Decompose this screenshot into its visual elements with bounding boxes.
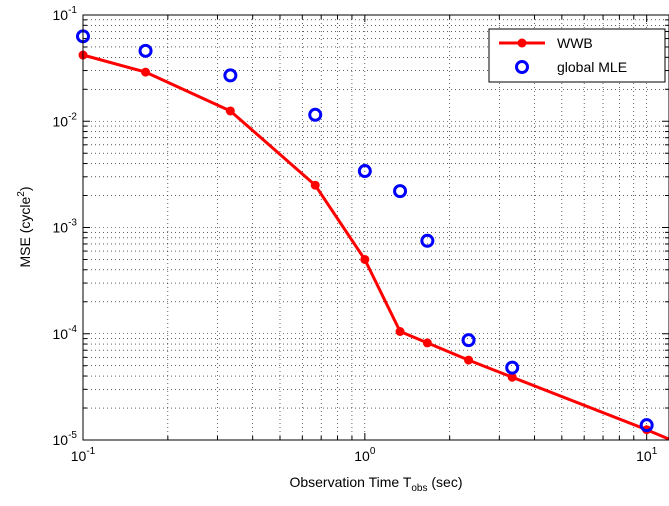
mle-data-point — [639, 418, 654, 433]
legend-mle-marker — [515, 60, 529, 74]
x-axis-label: Observation Time Tobs (sec) — [289, 474, 462, 494]
wwb-data-point — [464, 355, 474, 365]
y-tick-label: 10-3 — [53, 218, 78, 236]
mle-data-point — [420, 233, 435, 248]
x-tick-label: 10-1 — [71, 446, 96, 464]
y-tick-label: 10-5 — [53, 430, 78, 448]
x-tick-label: 101 — [636, 446, 658, 464]
wwb-data-point — [310, 180, 320, 190]
y-tick-label: 10-2 — [53, 111, 78, 129]
wwb-data-point — [225, 106, 235, 116]
tick-labels: 10-1 100 101 10-5 10-4 10-3 10-2 10-1 — [53, 5, 658, 464]
mle-data-point — [223, 68, 238, 83]
x-tick-label: 100 — [354, 446, 376, 464]
wwb-data-point — [422, 338, 432, 348]
grid — [83, 15, 669, 440]
mle-data-point — [505, 360, 520, 375]
y-tick-label: 10-4 — [53, 324, 78, 342]
legend-box — [488, 28, 666, 83]
wwb-data-point — [395, 326, 405, 336]
mle-data-point — [393, 184, 408, 199]
mle-data-point — [308, 107, 323, 122]
mle-data-point — [138, 43, 153, 58]
legend: WWB global MLE — [488, 28, 666, 83]
plot-frame — [82, 14, 669, 441]
legend-mle-label: global MLE — [557, 59, 627, 75]
wwb-data-point — [141, 67, 151, 77]
legend-wwb-marker — [517, 38, 527, 48]
y-axis-label: MSE (cycle2) — [16, 186, 33, 267]
series-layer — [76, 29, 669, 441]
wwb-data-point — [360, 254, 370, 264]
y-tick-label: 10-1 — [53, 5, 78, 23]
wwb-data-point — [507, 372, 517, 382]
mle-data-point — [461, 333, 476, 348]
mle-data-point — [357, 164, 372, 179]
legend-wwb-label: WWB — [557, 35, 593, 51]
